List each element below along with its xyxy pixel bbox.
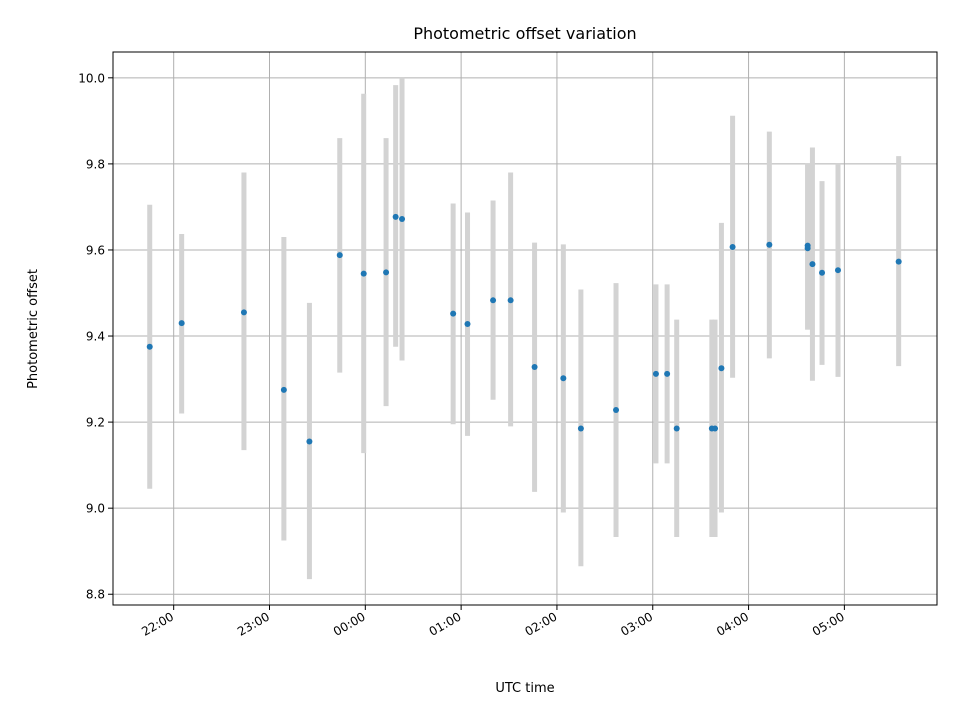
data-point <box>146 343 153 350</box>
y-axis-ticks: 8.8 9.0 9.2 9.4 9.6 9.8 10.0 <box>78 71 113 602</box>
data-point <box>712 425 719 432</box>
data-point <box>834 267 841 274</box>
data-point <box>464 320 471 327</box>
y-tick-label: 8.8 <box>86 588 105 602</box>
data-point <box>652 370 659 377</box>
y-axis-label: Photometric offset <box>26 269 41 389</box>
y-tick-label: 9.0 <box>86 502 105 516</box>
data-point <box>673 425 680 432</box>
data-point <box>240 309 247 316</box>
data-point <box>804 245 811 252</box>
data-point <box>507 297 514 304</box>
data-point <box>336 252 343 259</box>
data-point <box>560 375 567 382</box>
data-point <box>490 297 497 304</box>
data-point <box>577 425 584 432</box>
y-tick-label: 9.8 <box>86 157 105 171</box>
data-point <box>360 270 367 277</box>
data-point <box>718 365 725 372</box>
data-point <box>766 241 773 248</box>
data-point <box>450 310 457 317</box>
data-points <box>146 213 902 445</box>
data-point <box>306 438 313 445</box>
data-point <box>613 407 620 414</box>
chart-title: Photometric offset variation <box>413 24 636 43</box>
data-point <box>729 243 736 250</box>
grid-lines <box>113 52 937 605</box>
data-point <box>664 370 671 377</box>
data-point <box>383 269 390 276</box>
y-tick-label: 10.0 <box>78 71 105 85</box>
data-point <box>809 261 816 268</box>
data-point <box>392 213 399 220</box>
y-tick-label: 9.6 <box>86 243 105 257</box>
data-point <box>178 320 185 327</box>
data-point <box>819 269 826 276</box>
y-tick-label: 9.2 <box>86 416 105 430</box>
data-point <box>399 215 406 222</box>
data-point <box>280 386 287 393</box>
plot-frame <box>112 51 938 606</box>
y-tick-label: 9.4 <box>86 330 105 344</box>
data-point <box>531 364 538 371</box>
x-axis-label: UTC time <box>495 681 554 696</box>
data-point <box>895 258 902 265</box>
